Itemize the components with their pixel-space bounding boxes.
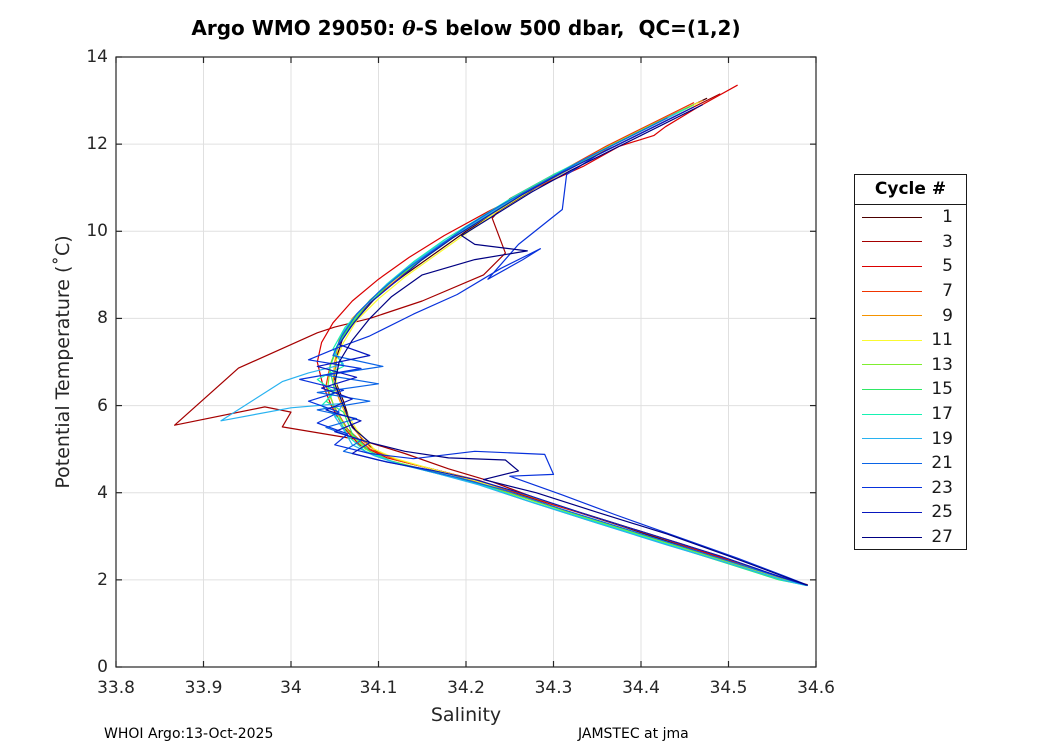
series-line-cycle-17 [316,108,808,587]
legend-line-sample [862,339,922,341]
legend-row: 21 [855,451,966,476]
series-line-cycle-3 [174,93,804,585]
legend-row: 17 [855,402,966,427]
y-tick-label: 0 [97,657,108,677]
legend-row: 13 [855,353,966,378]
x-tick-label: 34.4 [622,678,660,698]
y-tick-label: 2 [97,569,108,590]
y-tick-label: 12 [86,134,108,155]
series-line-cycle-19 [220,112,808,587]
x-tick-label: 33.8 [97,678,135,698]
legend-row: 5 [855,254,966,279]
legend-label: 27 [931,527,953,548]
legend-line-sample [862,290,922,292]
legend-line-sample [862,462,922,464]
legend-row: 19 [855,426,966,451]
legend-label: 21 [931,453,953,474]
legend-row: 27 [855,525,966,550]
series-line-cycle-25 [316,106,808,586]
chart-title-suffix: -S below 500 dbar, QC=(1,2) [415,16,741,40]
legend-label: 15 [931,379,953,400]
legend-line-sample [862,388,922,390]
y-axis-label: Potential Temperature (˚C) [52,235,74,489]
chart-title-theta: θ [402,16,416,40]
legend-label: 5 [942,256,953,277]
legend-row: 11 [855,328,966,353]
legend-row: 23 [855,476,966,501]
legend-line-sample [862,315,922,317]
legend-line-sample [862,511,922,513]
chart-title: Argo WMO 29050: θ-S below 500 dbar, QC=(… [116,16,816,40]
legend-label: 7 [942,281,953,302]
legend-line-sample [862,216,922,218]
legend-label: 11 [931,330,953,351]
legend-line-sample [862,536,922,538]
series-line-cycle-5 [316,84,808,586]
legend-label: 1 [942,207,953,228]
series-line-cycle-27 [334,104,808,586]
x-tick-label: 34.2 [447,678,485,698]
chart-title-prefix: Argo WMO 29050: [191,16,403,40]
x-axis-label: Salinity [430,704,502,726]
x-tick-label: 34.1 [359,678,398,698]
legend-row: 15 [855,377,966,402]
legend-line-sample [862,241,922,243]
x-tick-label: 34.5 [709,678,748,698]
legend-row: 25 [855,500,966,525]
series-line-cycle-23 [299,110,808,586]
legend-line-sample [862,413,922,415]
legend-row: 3 [855,230,966,255]
y-tick-label: 14 [86,47,108,67]
legend-label: 13 [931,354,953,375]
legend-row: 1 [855,205,966,230]
footer-credit-whoi: WHOI Argo:13-Oct-2025 [104,726,274,742]
legend-line-sample [862,364,922,366]
legend-label: 17 [931,404,953,425]
y-tick-label: 4 [97,482,108,503]
legend-label: 19 [931,428,953,449]
x-tick-label: 34 [280,678,302,698]
series-line-cycle-21 [316,117,807,586]
legend-row: 9 [855,303,966,328]
legend-title: Cycle # [855,175,966,205]
legend-label: 3 [942,231,953,252]
legend-rows: 1 3 5 7 9 11 13 15 17 19 21 23 25 27 [855,205,966,549]
x-tick-label: 34.3 [534,678,573,698]
legend-line-sample [862,438,922,440]
legend-label: 25 [931,502,953,523]
legend-label: 23 [931,477,953,498]
x-tick-label: 33.9 [184,678,223,698]
y-tick-label: 10 [86,221,108,242]
y-tick-label: 6 [97,395,108,416]
legend-row: 7 [855,279,966,304]
legend-box: Cycle # 1 3 5 7 9 11 13 15 17 19 21 23 25 27 [854,174,967,551]
y-tick-label: 8 [97,308,108,329]
x-tick-label: 34.6 [797,678,835,698]
legend-line-sample [862,487,922,489]
legend-label: 9 [942,305,953,326]
footer-credit-jamstec: JAMSTEC at jma [578,726,689,742]
legend-line-sample [862,265,922,267]
